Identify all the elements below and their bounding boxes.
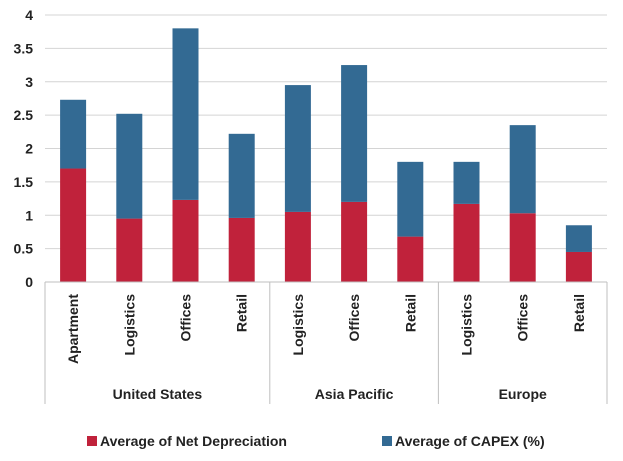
y-tick-label: 1 <box>25 207 33 223</box>
category-label: Offices <box>178 294 194 342</box>
legend-label: Average of Net Depreciation <box>100 433 287 449</box>
bar-capex <box>60 99 87 169</box>
bars <box>60 28 592 282</box>
y-axis-ticks: 0 0.5 1 1.5 2 2.5 3 3.5 4 <box>14 7 34 290</box>
bar-capex <box>453 161 480 204</box>
bar-net-depreciation <box>509 213 536 282</box>
category-label: Retail <box>234 294 250 332</box>
bar-net-depreciation <box>116 218 143 282</box>
category-label: Retail <box>571 294 587 332</box>
group-label: Europe <box>499 386 547 402</box>
bar-capex <box>284 85 311 212</box>
category-label: Retail <box>402 294 418 332</box>
bar-net-depreciation <box>453 203 480 282</box>
y-tick-label: 2.5 <box>14 107 34 123</box>
y-tick-label: 1.5 <box>14 174 34 190</box>
bar-capex <box>228 133 255 218</box>
category-label: Logistics <box>459 294 475 356</box>
bar-net-depreciation <box>565 251 592 282</box>
bar-capex <box>172 28 199 200</box>
bar-capex <box>341 65 368 202</box>
legend-swatch <box>382 436 392 446</box>
category-axis: Apartment Logistics Offices Retail Logistics… <box>44 281 608 404</box>
y-tick-label: 3 <box>25 74 33 90</box>
bar-net-depreciation <box>341 201 368 282</box>
y-tick-label: 0.5 <box>14 241 34 257</box>
category-label: Logistics <box>290 294 306 356</box>
legend-swatch <box>87 436 97 446</box>
legend-label: Average of CAPEX (%) <box>395 433 545 449</box>
y-tick-label: 4 <box>25 7 33 23</box>
y-tick-label: 3.5 <box>14 40 34 56</box>
y-tick-label: 2 <box>25 141 33 157</box>
category-label: Apartment <box>65 294 81 364</box>
bar-capex <box>397 161 424 237</box>
bar-capex <box>565 225 592 252</box>
group-label: United States <box>113 386 203 402</box>
bar-capex <box>509 125 536 214</box>
category-label: Logistics <box>121 294 137 356</box>
y-tick-label: 0 <box>25 274 33 290</box>
bar-net-depreciation <box>172 199 199 282</box>
group-label: Asia Pacific <box>315 386 394 402</box>
category-label: Offices <box>515 294 531 342</box>
legend: Average of Net Depreciation Average of CA… <box>87 433 545 449</box>
bar-net-depreciation <box>284 211 311 282</box>
bar-net-depreciation <box>60 168 87 282</box>
bar-capex <box>116 113 143 219</box>
bar-net-depreciation <box>397 236 424 282</box>
bar-net-depreciation <box>228 217 255 282</box>
category-label: Offices <box>346 294 362 342</box>
